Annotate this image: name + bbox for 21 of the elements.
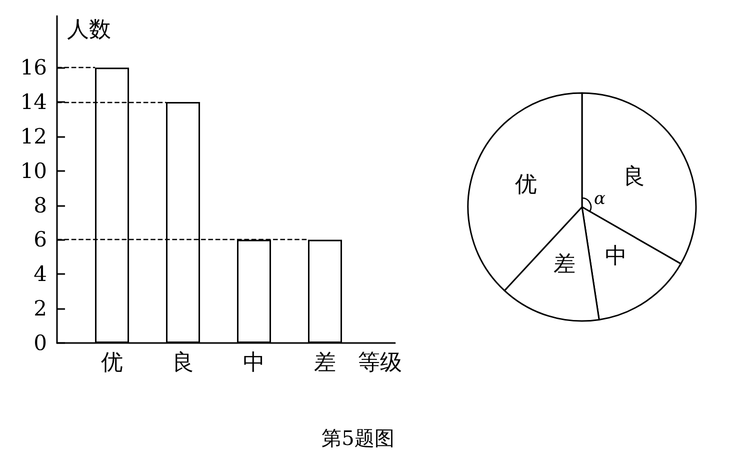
x-axis-title: 等级 [358, 350, 402, 376]
slice-label: 优 [515, 172, 538, 198]
slice-label: 差 [553, 252, 576, 277]
y-tick-label: 16 [20, 56, 47, 80]
y-axis-title: 人数 [67, 18, 111, 42]
text: 第5题图 [322, 426, 394, 450]
x-tick-label: 优 [101, 350, 124, 376]
y-tick-label: 8 [34, 193, 47, 218]
y-tick-label: 4 [34, 262, 47, 286]
y-tick-label: 10 [20, 158, 47, 183]
x-tick-label: 良 [172, 350, 194, 376]
slice-label: 中 [604, 244, 627, 270]
y-tick-label: 6 [34, 228, 47, 252]
y-tick-label: 0 [34, 331, 47, 355]
text: α [594, 189, 606, 209]
slice-label: 良 [622, 164, 645, 190]
x-tick-label: 中 [243, 350, 266, 376]
x-tick-label: 差 [314, 350, 336, 376]
y-tick-label: 12 [20, 124, 47, 148]
y-tick-label: 14 [20, 90, 47, 114]
y-tick-label: 2 [34, 296, 47, 321]
